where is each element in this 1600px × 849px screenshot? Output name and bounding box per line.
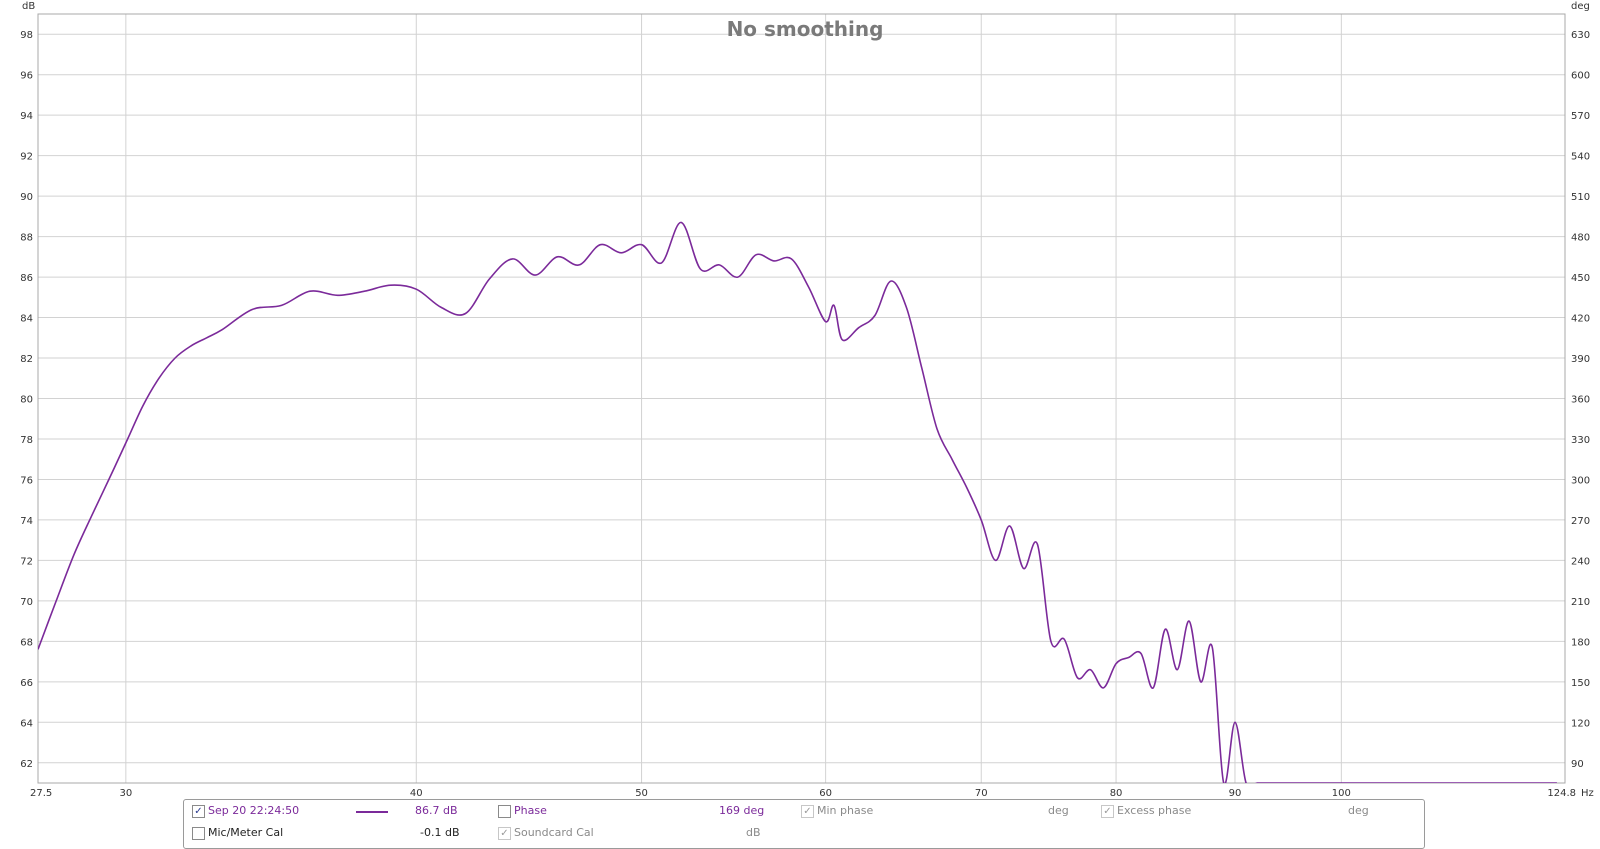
y-right-tick-label: 360	[1571, 395, 1590, 406]
y-left-tick-label: 94	[20, 111, 33, 122]
y-right-tick-label: 600	[1571, 71, 1590, 82]
x-unit-label: Hz	[1581, 788, 1594, 799]
y-left-tick-label: 82	[20, 354, 33, 365]
measurement-value: 86.7 dB	[415, 804, 458, 817]
legend-row-calibration: Mic/Meter Cal -0.1 dB ✓ Soundcard Cal dB	[184, 822, 1424, 844]
min-phase-label: Min phase	[817, 804, 874, 817]
y-left-tick-label: 70	[20, 597, 33, 608]
y-right-tick-label: 300	[1571, 475, 1590, 486]
grid	[38, 14, 1565, 783]
frequency-response-chart: 62 64 66 68 70 72 74 76 78 80 82 84 86 88 90 92 94 96 98 9…	[20, 1, 1594, 799]
min-phase-checkbox[interactable]: ✓	[801, 805, 814, 818]
phase-value: 169 deg	[719, 804, 765, 817]
y-right-tick-label: 120	[1571, 718, 1590, 729]
x-tick-labels: 27.5 30 40 50 60 70 80 90 100 124.8	[30, 788, 1576, 799]
excess-phase-unit: deg	[1348, 804, 1369, 817]
measurement-label: Sep 20 22:24:50	[208, 804, 300, 817]
trace-color-swatch[interactable]	[356, 811, 388, 813]
y-left-tick-label: 98	[20, 30, 33, 41]
y-left-tick-label: 80	[20, 395, 33, 406]
y-right-tick-label: 180	[1571, 637, 1590, 648]
y-right-tick-label: 90	[1571, 759, 1584, 770]
x-tick-label: 100	[1332, 788, 1351, 799]
y-right-tick-label: 450	[1571, 273, 1590, 284]
x-tick-label: 60	[819, 788, 832, 799]
y-left-tick-label: 84	[20, 314, 33, 325]
x-tick-label: 30	[119, 788, 132, 799]
y-right-tick-label: 210	[1571, 597, 1590, 608]
y-left-tick-label: 62	[20, 759, 33, 770]
x-tick-label: 80	[1110, 788, 1123, 799]
x-tick-label: 50	[635, 788, 648, 799]
y-left-tick-label: 64	[20, 718, 33, 729]
x-tick-label: 124.8	[1547, 788, 1576, 799]
series-line	[38, 221, 1557, 783]
y-left-tick-label: 96	[20, 71, 33, 82]
excess-phase-label: Excess phase	[1117, 804, 1192, 817]
soundcard-cal-checkbox[interactable]: ✓	[498, 827, 511, 840]
mic-cal-checkbox[interactable]	[192, 827, 205, 840]
plot-area-border	[37, 13, 1566, 784]
y-left-tick-label: 88	[20, 233, 33, 244]
y-right-tick-label: 630	[1571, 30, 1590, 41]
y-right-tick-label: 420	[1571, 314, 1590, 325]
y-left-tick-label: 76	[20, 475, 33, 486]
x-tick-label: 40	[410, 788, 423, 799]
x-tick-label: 70	[975, 788, 988, 799]
y-right-tick-label: 330	[1571, 435, 1590, 446]
y-right-tick-label: 270	[1571, 516, 1590, 527]
y-right-tick-label: 570	[1571, 111, 1590, 122]
mic-cal-label: Mic/Meter Cal	[208, 826, 284, 839]
phase-label: Phase	[514, 804, 547, 817]
y-right-tick-label: 480	[1571, 233, 1590, 244]
y-left-tick-label: 90	[20, 192, 33, 203]
y-left-tick-label: 66	[20, 678, 33, 689]
soundcard-cal-label: Soundcard Cal	[514, 826, 594, 839]
y-right-unit-label: deg	[1571, 1, 1590, 12]
y-right-tick-labels: 90 120 150 180 210 240 270 300 330 360 390 420 450 48…	[1571, 30, 1590, 770]
measurement-checkbox[interactable]: ✓	[192, 805, 205, 818]
y-left-tick-label: 92	[20, 152, 33, 163]
y-left-tick-label: 74	[20, 516, 33, 527]
y-right-tick-label: 390	[1571, 354, 1590, 365]
y-right-tick-label: 240	[1571, 556, 1590, 567]
y-left-tick-label: 72	[20, 556, 33, 567]
x-tick-label: 27.5	[30, 788, 52, 799]
y-left-tick-label: 86	[20, 273, 33, 284]
legend-row-measurement: ✓ Sep 20 22:24:50 86.7 dB Phase 169 deg …	[184, 800, 1424, 822]
y-left-tick-labels: 62 64 66 68 70 72 74 76 78 80 82 84 86 88 90 92 94 96 98	[20, 30, 33, 770]
chart-title: No smoothing	[727, 17, 884, 41]
x-tick-label: 90	[1229, 788, 1242, 799]
phase-checkbox[interactable]	[498, 805, 511, 818]
soundcard-cal-unit: dB	[746, 826, 761, 839]
y-left-tick-label: 68	[20, 637, 33, 648]
mic-cal-value: -0.1 dB	[420, 826, 460, 839]
y-right-tick-label: 540	[1571, 152, 1590, 163]
legend-panel: ✓ Sep 20 22:24:50 86.7 dB Phase 169 deg …	[183, 799, 1425, 849]
y-left-unit-label: dB	[22, 1, 35, 12]
y-right-tick-label: 510	[1571, 192, 1590, 203]
excess-phase-checkbox[interactable]: ✓	[1101, 805, 1114, 818]
y-left-tick-label: 78	[20, 435, 33, 446]
y-right-tick-label: 150	[1571, 678, 1590, 689]
min-phase-unit: deg	[1048, 804, 1069, 817]
